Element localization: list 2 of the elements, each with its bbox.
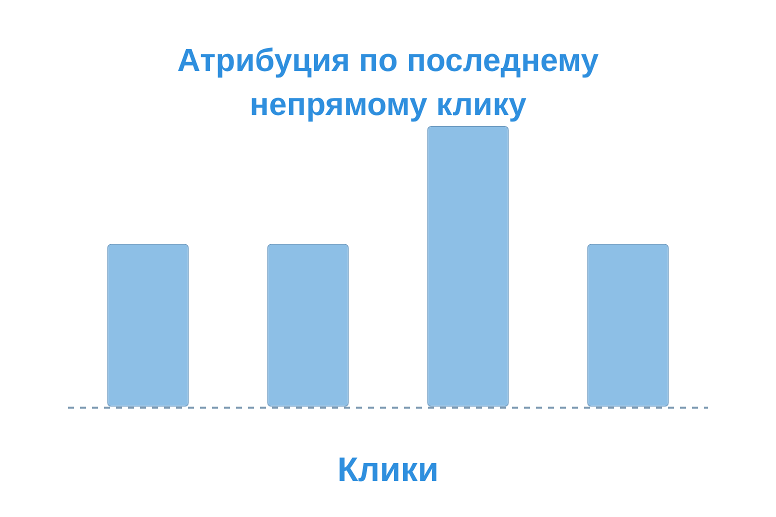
chart-title: Атрибуция по последнему непрямому клику xyxy=(176,41,600,124)
x-axis-title: Клики xyxy=(337,450,439,489)
